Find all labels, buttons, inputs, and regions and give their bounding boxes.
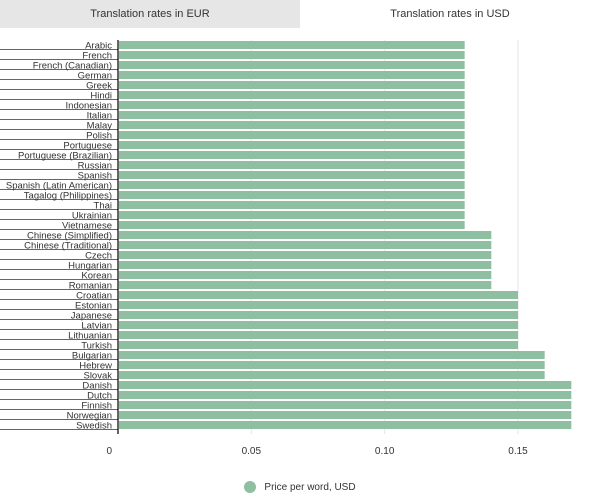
bar xyxy=(119,351,545,359)
bar xyxy=(119,171,465,179)
category-label: Vietnamese xyxy=(62,221,112,232)
category-label: Hungarian xyxy=(68,261,112,272)
bar xyxy=(119,401,572,409)
bar xyxy=(119,51,465,59)
legend-swatch xyxy=(244,481,257,493)
tab-usd[interactable]: Translation rates in USD xyxy=(300,0,600,28)
bar xyxy=(119,191,465,199)
bar xyxy=(119,41,465,49)
bar xyxy=(119,71,465,79)
bar xyxy=(119,411,572,419)
x-tick-label: 0.15 xyxy=(508,446,528,457)
bar xyxy=(119,361,545,369)
category-label: Bulgarian xyxy=(72,351,112,362)
category-label: Ukrainian xyxy=(72,211,112,222)
bar xyxy=(119,91,465,99)
category-label: Korean xyxy=(81,271,112,282)
category-label: Chinese (Simplified) xyxy=(27,231,112,242)
category-label: Hindi xyxy=(90,91,112,102)
legend-label: Price per word, USD xyxy=(264,481,356,493)
x-tick-label: 0.05 xyxy=(242,446,262,457)
category-label: Czech xyxy=(85,251,112,262)
bar xyxy=(119,231,492,239)
legend: Price per word, USD xyxy=(0,478,600,496)
category-label: Finnish xyxy=(81,401,112,412)
bar xyxy=(119,61,465,69)
bar xyxy=(119,111,465,119)
bar xyxy=(119,331,518,339)
category-label: Spanish xyxy=(78,171,112,182)
category-label: Tagalog (Philippines) xyxy=(24,191,112,202)
bar xyxy=(119,311,518,319)
bar xyxy=(119,261,492,269)
category-label: Chinese (Traditional) xyxy=(24,241,112,252)
bar xyxy=(119,131,465,139)
category-label: Malay xyxy=(87,121,113,132)
bar xyxy=(119,241,492,249)
bar xyxy=(119,161,465,169)
category-label: Hebrew xyxy=(79,361,112,372)
bar xyxy=(119,301,518,309)
category-label: Slovak xyxy=(83,371,112,382)
bar xyxy=(119,181,465,189)
category-label: Norwegian xyxy=(67,411,112,422)
category-label: German xyxy=(78,71,112,82)
category-label: Portuguese (Brazilian) xyxy=(18,151,112,162)
bar xyxy=(119,221,465,229)
category-label: Portuguese xyxy=(63,141,112,152)
category-label: Greek xyxy=(86,81,112,92)
category-label: Romanian xyxy=(69,281,112,292)
category-label: Japanese xyxy=(71,311,112,322)
category-label: Indonesian xyxy=(66,101,112,112)
tab-bar: Translation rates in EUR Translation rat… xyxy=(0,0,600,28)
bar xyxy=(119,151,465,159)
category-label: Lithuanian xyxy=(68,331,112,342)
bar xyxy=(119,371,545,379)
bar xyxy=(119,201,465,209)
bar xyxy=(119,421,572,429)
category-label: Dutch xyxy=(87,391,112,402)
category-label: Spanish (Latin American) xyxy=(6,181,112,192)
category-label: Italian xyxy=(87,111,112,122)
bar xyxy=(119,341,518,349)
category-label: French xyxy=(82,51,112,62)
bar xyxy=(119,381,572,389)
bar xyxy=(119,101,465,109)
tab-eur[interactable]: Translation rates in EUR xyxy=(0,0,300,28)
bar xyxy=(119,321,518,329)
bar xyxy=(119,141,465,149)
category-label: Croatian xyxy=(76,291,112,302)
category-label: Turkish xyxy=(81,341,112,352)
bar xyxy=(119,291,518,299)
bar xyxy=(119,281,492,289)
bar xyxy=(119,251,492,259)
category-label: French (Canadian) xyxy=(33,61,112,72)
category-label: Swedish xyxy=(76,421,112,432)
category-label: Polish xyxy=(86,131,112,142)
bar xyxy=(119,391,572,399)
category-label: Latvian xyxy=(81,321,112,332)
bar xyxy=(119,81,465,89)
bar xyxy=(119,271,492,279)
category-label: Thai xyxy=(94,201,112,212)
x-tick-label: 0.10 xyxy=(375,446,395,457)
category-label: Estonian xyxy=(75,301,112,312)
bar xyxy=(119,211,465,219)
x-tick-label: 0 xyxy=(106,446,112,457)
category-label: Arabic xyxy=(85,41,112,52)
bar xyxy=(119,121,465,129)
category-label: Danish xyxy=(82,381,112,392)
category-label: Russian xyxy=(78,161,112,172)
